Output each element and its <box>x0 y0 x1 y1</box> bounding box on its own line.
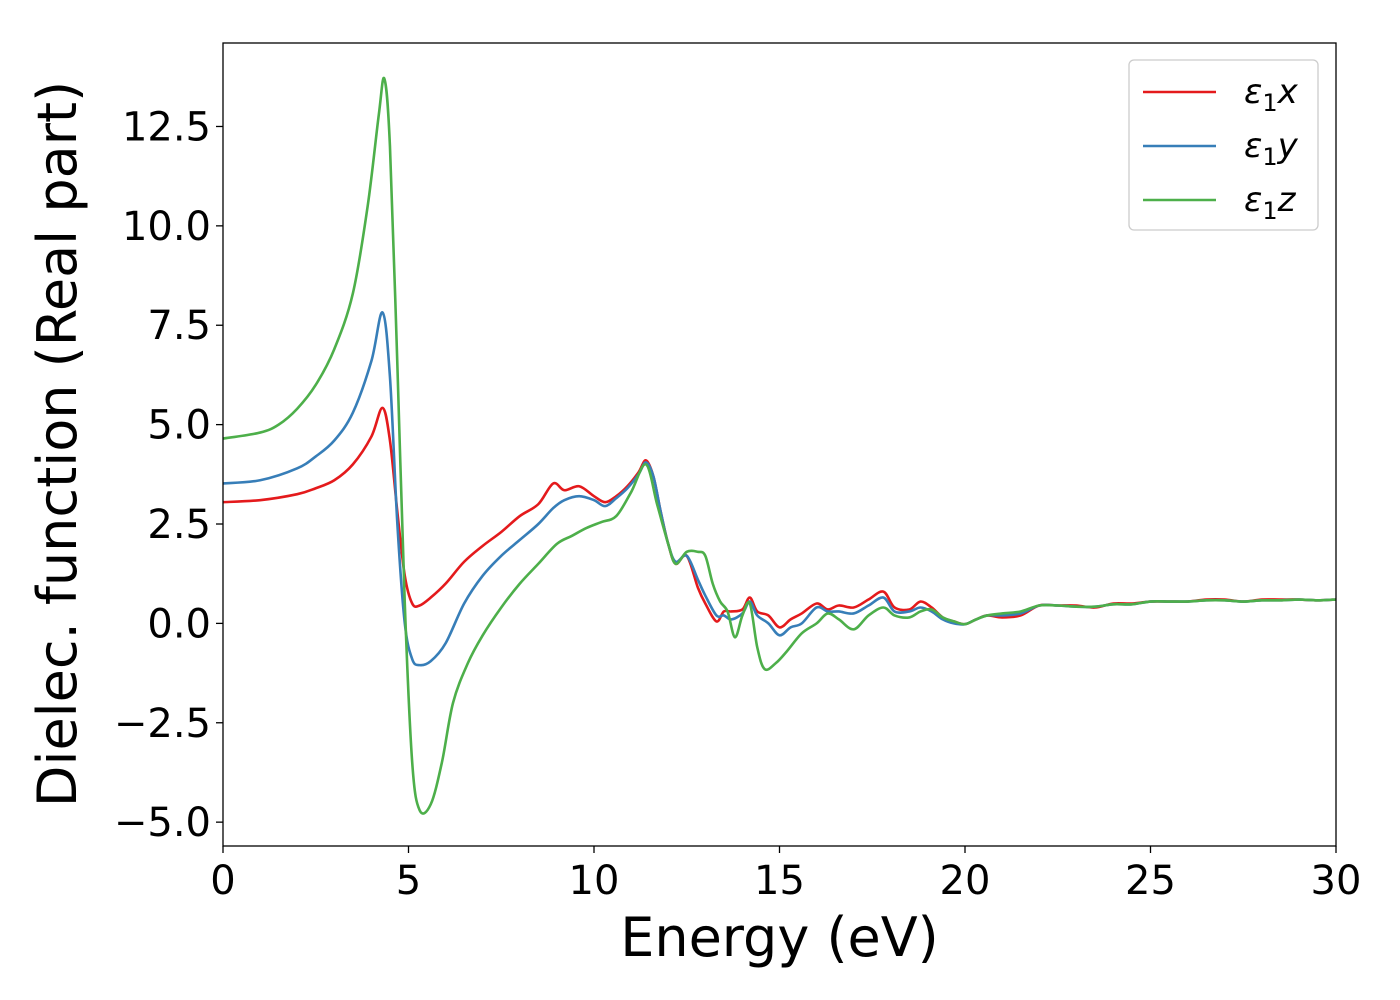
y-tick-label: 0.0 <box>147 601 211 647</box>
legend-symbol: ε <box>1244 72 1262 112</box>
y-tick-label: 2.5 <box>147 502 211 548</box>
y-tick-label: 10.0 <box>122 204 211 250</box>
legend-symbol: ε <box>1244 126 1262 166</box>
y-tick-label: 12.5 <box>122 104 211 150</box>
x-axis-title: Energy (eV) <box>620 906 939 969</box>
legend-label-z: ε1z <box>1244 180 1297 225</box>
legend-variable: z <box>1277 180 1297 220</box>
x-tick-label: 0 <box>210 858 235 904</box>
x-tick-label: 30 <box>1311 858 1362 904</box>
y-tick-label: −2.5 <box>114 701 211 747</box>
y-tick-label: −5.0 <box>114 800 211 846</box>
x-tick-label: 15 <box>754 858 805 904</box>
series-line-z <box>223 76 1336 815</box>
y-tick-label: 7.5 <box>147 303 211 349</box>
x-tick-label: 5 <box>396 858 421 904</box>
legend-subscript: 1 <box>1262 143 1277 171</box>
x-axis: 0 5 10 15 20 25 30 <box>210 846 1361 904</box>
legend-variable: y <box>1277 126 1299 166</box>
legend-subscript: 1 <box>1262 89 1277 117</box>
legend-label-x: ε1x <box>1244 72 1299 117</box>
series-layer <box>223 76 1336 815</box>
legend-box <box>1128 59 1319 231</box>
x-tick-label: 20 <box>940 858 991 904</box>
x-tick-label: 10 <box>569 858 620 904</box>
y-axis-title: Dielec. function (Real part) <box>26 81 89 807</box>
y-tick-label: 5.0 <box>147 403 211 449</box>
legend-variable: x <box>1277 72 1299 112</box>
y-axis: −5.0 −2.5 0.0 2.5 5.0 7.5 10.0 12.5 <box>114 104 223 846</box>
x-tick-label: 25 <box>1125 858 1176 904</box>
legend-label-y: ε1y <box>1244 126 1299 171</box>
legend-subscript: 1 <box>1262 197 1277 225</box>
legend-symbol: ε <box>1244 180 1262 220</box>
